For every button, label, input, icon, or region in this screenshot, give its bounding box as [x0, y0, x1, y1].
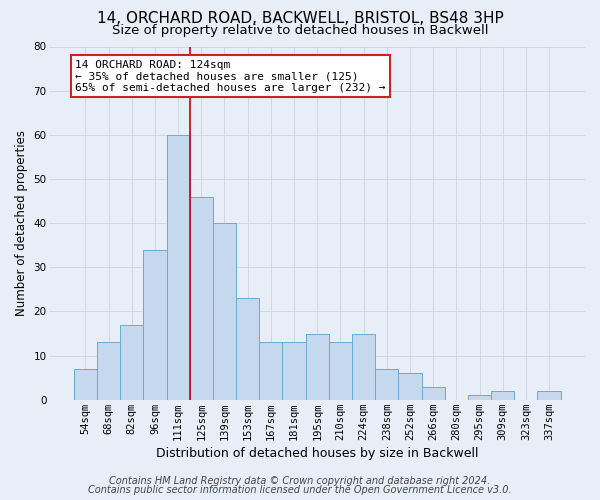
Bar: [213, 223, 236, 400]
Bar: [422, 386, 445, 400]
X-axis label: Distribution of detached houses by size in Backwell: Distribution of detached houses by size …: [156, 447, 478, 460]
Bar: [167, 135, 190, 400]
Bar: [305, 334, 329, 400]
Bar: [468, 396, 491, 400]
Text: Contains HM Land Registry data © Crown copyright and database right 2024.: Contains HM Land Registry data © Crown c…: [109, 476, 491, 486]
Text: 14, ORCHARD ROAD, BACKWELL, BRISTOL, BS48 3HP: 14, ORCHARD ROAD, BACKWELL, BRISTOL, BS4…: [97, 11, 503, 26]
Bar: [398, 374, 422, 400]
Y-axis label: Number of detached properties: Number of detached properties: [15, 130, 28, 316]
Bar: [259, 342, 283, 400]
Bar: [283, 342, 305, 400]
Bar: [190, 196, 213, 400]
Bar: [236, 298, 259, 400]
Bar: [375, 369, 398, 400]
Bar: [120, 324, 143, 400]
Bar: [143, 250, 167, 400]
Bar: [491, 391, 514, 400]
Bar: [538, 391, 560, 400]
Bar: [97, 342, 120, 400]
Text: 14 ORCHARD ROAD: 124sqm
← 35% of detached houses are smaller (125)
65% of semi-d: 14 ORCHARD ROAD: 124sqm ← 35% of detache…: [75, 60, 385, 93]
Text: Size of property relative to detached houses in Backwell: Size of property relative to detached ho…: [112, 24, 488, 37]
Bar: [329, 342, 352, 400]
Bar: [352, 334, 375, 400]
Bar: [74, 369, 97, 400]
Text: Contains public sector information licensed under the Open Government Licence v3: Contains public sector information licen…: [88, 485, 512, 495]
